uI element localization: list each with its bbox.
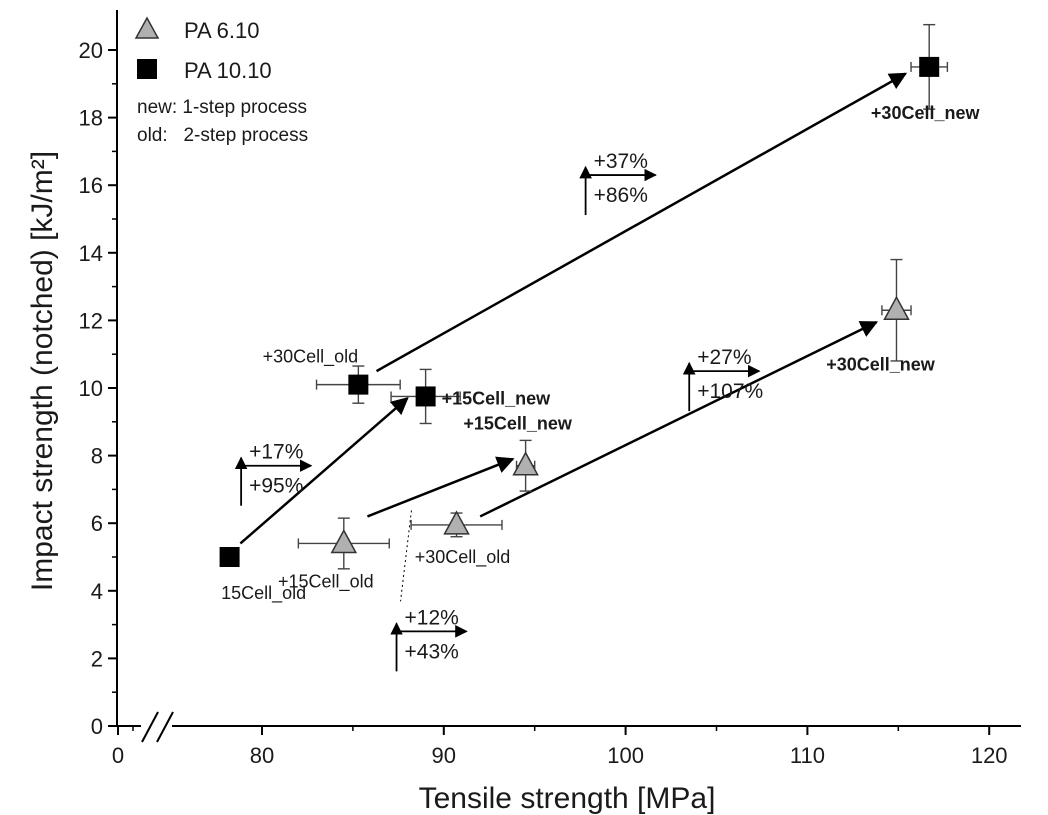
square-marker [415,386,436,407]
tensile-gain-label: +12% [405,606,459,629]
x-tick-label: 120 [971,743,1008,768]
legend-note-old: old: 2-step process [137,125,308,146]
impact-gain-label: +86% [594,184,648,207]
impact-gain-label: +95% [249,475,303,498]
x-tick-label: 110 [790,743,825,768]
square-marker [348,374,369,395]
point-label: +30Cell_new [826,354,936,374]
point-label: +15Cell_new [442,388,552,408]
trend-arrow [366,456,515,518]
legend-label-pa1010: PA 10.10 [184,58,272,83]
dotted-leader [400,510,412,602]
y-tick-label: 18 [79,106,103,131]
trend-arrow [375,72,908,373]
x-tick-label: 90 [432,743,456,768]
square-marker [219,547,240,567]
y-tick-label: 14 [79,241,103,266]
point-label: +15Cell_new [463,414,573,434]
triangle-marker [512,451,539,476]
axis-break-mark [141,711,159,743]
triangle-marker [443,510,470,535]
point-label: +30Cell_old [415,547,511,568]
axis-break-mark [156,711,174,743]
y-tick-label: 16 [79,173,103,198]
y-tick-label: 10 [79,376,103,401]
x-axis-title: Tensile strength [MPa] [419,782,716,815]
impact-gain-label: +43% [405,640,459,663]
y-tick-label: 8 [91,444,103,469]
legend: PA 6.10 PA 10.10 new: 1-step process old… [134,16,308,146]
x-tick-label: 0 [112,743,124,768]
impact-gain-label: +107% [697,380,763,403]
y-tick-label: 2 [91,646,103,671]
y-axis-title: Impact strength (notched) [kJ/m²] [26,151,59,591]
triangle-marker [330,528,358,554]
y-tick-label: 4 [91,579,103,604]
tensile-gain-label: +17% [249,441,303,464]
point-label: +30Cell_new [871,103,981,123]
triangle-marker [883,295,910,321]
point-label: +30Cell_old [263,347,359,368]
legend-label-pa610: PA 6.10 [184,18,259,43]
tensile-gain-label: +27% [697,346,751,369]
y-tick-label: 20 [79,38,103,63]
square-marker [919,56,940,77]
point-label: 15Cell_old [221,583,306,604]
legend-marker-square [137,59,157,79]
legend-marker-triangle [134,16,160,39]
y-tick-label: 12 [79,308,103,333]
legend-note-new: new: 1-step process [137,97,307,118]
annotations: +17% +95% +37% +86% +12% +43% +27% +107% [234,72,908,672]
axes: 0 2 4 6 8 10 12 14 16 18 20 0 80 90 100 110 120 [79,10,1021,768]
tensile-gain-label: +37% [594,150,648,173]
trend-arrow [239,396,409,545]
point-label: +15Cell_old [278,571,374,592]
y-tick-label: 6 [91,511,103,536]
x-tick-label: 80 [250,743,274,768]
trend-arrow [479,320,879,518]
data-points: +15Cell_old +15Cell_new +30Cell_old +30Cell… [219,23,981,604]
y-tick-label: 0 [91,714,103,739]
x-tick-label: 100 [607,743,644,768]
